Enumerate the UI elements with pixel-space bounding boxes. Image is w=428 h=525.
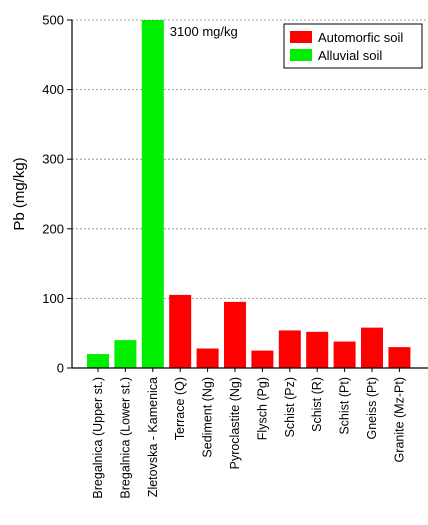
y-tick-label: 300: [42, 152, 64, 167]
bar: [333, 341, 356, 368]
x-category-label: Sediment (Ng): [201, 377, 215, 458]
x-category-label: Bregalnica (Lower st.): [118, 377, 132, 499]
bar: [114, 340, 137, 368]
x-category-label: Zletovska - Kamenica: [146, 377, 160, 497]
bar: [87, 354, 109, 368]
bar: [224, 301, 246, 368]
bar: [141, 20, 164, 368]
x-category-label: Flysch (Pg): [255, 377, 269, 440]
bar: [388, 347, 411, 368]
x-category-label: Schist (Pz): [283, 377, 297, 437]
bar: [169, 294, 192, 368]
y-tick-label: 0: [57, 361, 64, 376]
legend-swatch: [290, 49, 312, 61]
bar: [306, 331, 329, 368]
y-tick-label: 100: [42, 291, 64, 306]
y-tick-label: 400: [42, 82, 64, 97]
x-category-label: Schist (R): [310, 377, 324, 432]
bar: [361, 327, 383, 368]
x-category-label: Terrace (Q): [173, 377, 187, 440]
x-category-label: Bregalnica (Upper st.): [91, 377, 105, 499]
x-category-label: Pyroclastite (Ng): [228, 377, 242, 469]
bar: [251, 350, 274, 368]
x-category-label: Gneiss (Pt): [365, 377, 379, 440]
y-tick-labels: 0 100 200 300 400 500: [42, 13, 64, 376]
legend-swatch: [290, 31, 312, 43]
y-axis-label: Pb (mg/kg): [11, 157, 28, 230]
y-tick-label: 500: [42, 13, 64, 28]
x-category-label: Granite (Mz-Pt): [392, 377, 406, 462]
bar: [196, 348, 219, 368]
gridlines: [72, 19, 428, 299]
x-category-labels: Bregalnica (Upper st.) Bregalnica (Lower …: [91, 377, 406, 499]
legend-label: Automorfic soil: [318, 30, 403, 45]
legend: Automorfic soil Alluvial soil: [283, 23, 423, 69]
y-tick-label: 200: [42, 221, 64, 236]
bar-annotation: 3100 mg/kg: [170, 24, 238, 39]
bars: [87, 20, 411, 368]
bar: [278, 330, 301, 368]
x-category-label: Schist (Pt): [338, 377, 352, 435]
legend-label: Alluvial soil: [318, 48, 382, 63]
axes: [67, 19, 428, 372]
